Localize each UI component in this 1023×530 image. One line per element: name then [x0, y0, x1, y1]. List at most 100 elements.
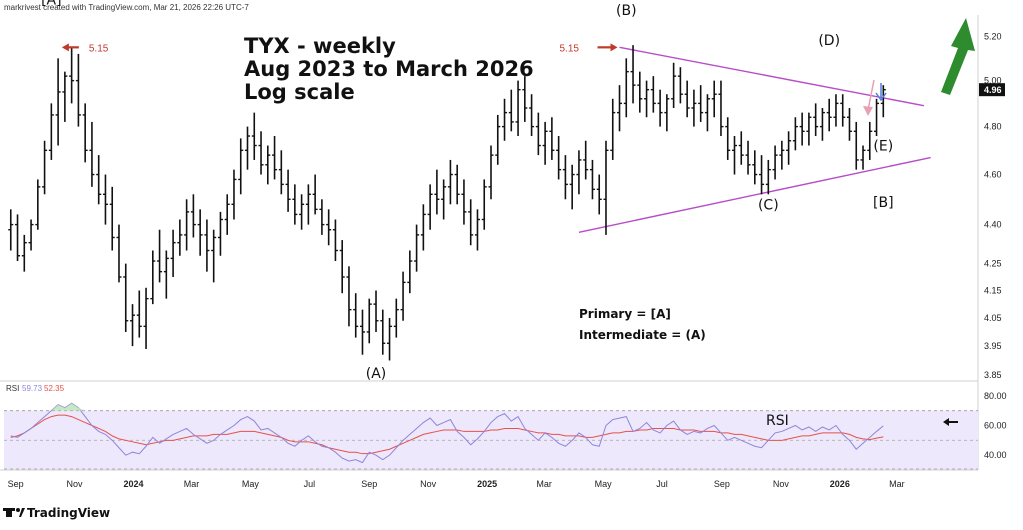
time-tick-label: Nov: [420, 479, 437, 489]
price-tick-label: 4.25: [984, 259, 1002, 269]
ohlc-bar: [420, 204, 426, 251]
ohlc-bar: [759, 155, 765, 195]
ohlc-bar: [718, 80, 724, 137]
price-tick-label: 5.20: [984, 31, 1002, 41]
ohlc-bar: [468, 199, 474, 246]
ohlc-bar: [617, 85, 623, 132]
red-left-arrow-icon: [61, 43, 69, 52]
ohlc-bar: [393, 298, 399, 338]
ohlc-bar: [596, 174, 602, 215]
rsi-tick-label: 40.00: [984, 450, 1007, 460]
tradingview-brand: TradingView: [27, 506, 110, 520]
ohlc-bar: [245, 126, 250, 170]
ohlc-bar: [698, 85, 704, 122]
price-axis: 5.20 5.00 4.80 4.60 4.40 4.25 4.15 4.05 3.95 3.85: [984, 31, 1002, 380]
ohlc-bar: [867, 121, 873, 160]
price-tick-label: 4.80: [984, 122, 1002, 132]
rsi-legend-ma-value: 52.35: [44, 384, 65, 393]
ohlc-bar: [623, 58, 629, 118]
ohlc-bar: [454, 164, 460, 205]
ohlc-bar: [786, 131, 792, 165]
time-tick-label: Nov: [773, 479, 790, 489]
ohlc-bar: [765, 159, 771, 195]
wave-label: [A]: [41, 0, 62, 8]
wave-label: (D): [818, 33, 840, 49]
rsi-ma-line: [10, 414, 884, 455]
ohlc-bar: [677, 67, 683, 104]
ohlc-bar: [184, 199, 190, 251]
ohlc-bar: [833, 94, 839, 127]
ohlc-bar: [143, 287, 149, 349]
ohlc-bar: [305, 184, 311, 225]
ohlc-bar: [806, 112, 812, 146]
ohlc-bar: [82, 103, 88, 163]
ohlc-bar: [549, 117, 555, 160]
ohlc-bar: [136, 290, 142, 338]
ohlc-bars: [8, 45, 886, 361]
ohlc-bar: [285, 169, 291, 212]
rsi-line: [10, 402, 884, 464]
wave-label: (E): [873, 138, 893, 154]
ohlc-bar: [278, 150, 284, 195]
svg-text:5.15: 5.15: [89, 43, 109, 54]
ohlc-bar: [826, 98, 832, 132]
note-primary: Primary = [A]: [579, 307, 671, 321]
ohlc-bar: [177, 219, 183, 256]
ohlc-bar: [42, 140, 48, 195]
price-tick-label: 4.15: [984, 285, 1002, 295]
ohlc-bar: [860, 145, 866, 170]
ohlc-bar: [346, 266, 352, 327]
ohlc-bar: [488, 145, 494, 200]
rsi-tick-label: 60.00: [984, 421, 1007, 431]
ohlc-bar: [387, 317, 393, 361]
ohlc-bar: [738, 131, 744, 165]
left-arrow-icon: [943, 418, 958, 426]
time-tick-label: May: [242, 479, 260, 489]
price-tick-label: 4.60: [984, 170, 1002, 180]
ohlc-bar: [75, 53, 81, 127]
ohlc-bar: [853, 121, 859, 170]
ohlc-bar: [461, 179, 467, 225]
ohlc-bar: [62, 71, 68, 122]
ohlc-bar: [231, 169, 237, 220]
ohlc-bar: [163, 250, 169, 299]
price-tick-label: 3.95: [984, 341, 1002, 351]
ohlc-bar: [630, 45, 636, 104]
ohlc-bar: [522, 76, 528, 122]
ohlc-bar: [434, 169, 440, 215]
ohlc-bar: [576, 150, 582, 195]
ohlc-bar: [779, 140, 785, 170]
time-tick-label: Sep: [361, 479, 377, 489]
time-tick-label: Sep: [8, 479, 24, 489]
creator-credit: markrivest created with TradingView.com,…: [4, 3, 249, 12]
ohlc-bar: [542, 121, 548, 165]
last-price-badge: 4.96: [979, 83, 1005, 97]
ohlc-bar: [556, 136, 562, 180]
ohlc-bar: [569, 164, 575, 210]
ohlc-bar: [123, 263, 129, 332]
ohlc-bar: [373, 290, 379, 332]
note-intermediate: Intermediate = (A): [579, 328, 706, 342]
ohlc-bar: [96, 155, 102, 205]
ohlc-bar: [217, 211, 223, 256]
price-panel: 5.20 5.00 4.80 4.60 4.40 4.25 4.15 4.05 3.95 3.85…: [8, 0, 1005, 470]
ohlc-bar: [535, 112, 541, 156]
ohlc-bar: [116, 224, 122, 283]
ohlc-bar: [102, 174, 108, 225]
time-tick-label: Nov: [67, 479, 84, 489]
triangle-upper-line: [619, 46, 925, 107]
rsi-legend-name: RSI: [6, 384, 19, 393]
ohlc-bar: [197, 209, 203, 256]
ohlc-bar: [407, 250, 413, 294]
ohlc-bar: [799, 112, 805, 146]
wave-label: (B): [616, 3, 637, 19]
ohlc-bar: [846, 107, 852, 141]
time-tick-label: Mar: [184, 479, 200, 489]
ohlc-bar: [272, 136, 278, 180]
ohlc-bar: [414, 224, 420, 272]
price-tick-label: 5.00: [984, 76, 1002, 86]
time-tick-label: Jul: [656, 479, 668, 489]
ohlc-bar: [28, 219, 34, 251]
ohlc-bar: [725, 117, 731, 160]
ohlc-bar: [69, 47, 75, 104]
